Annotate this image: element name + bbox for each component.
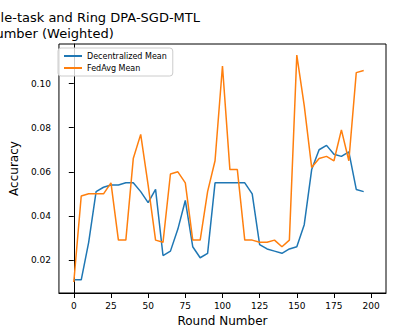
svg-text:Accuracy for FedAvg Single-tas: Accuracy for FedAvg Single-task and Ring… xyxy=(0,10,201,25)
svg-text:vs Round Number (Weighted): vs Round Number (Weighted) xyxy=(0,26,114,41)
svg-text:0.10: 0.10 xyxy=(31,79,51,89)
svg-text:75: 75 xyxy=(180,301,191,311)
svg-text:150: 150 xyxy=(288,301,305,311)
svg-text:125: 125 xyxy=(251,301,268,311)
svg-text:200: 200 xyxy=(363,301,380,311)
svg-text:0.06: 0.06 xyxy=(31,167,51,177)
svg-text:FedAvg Mean: FedAvg Mean xyxy=(87,64,140,73)
svg-text:Accuracy: Accuracy xyxy=(7,141,21,196)
svg-text:100: 100 xyxy=(214,301,231,311)
svg-text:0.08: 0.08 xyxy=(31,123,51,133)
svg-text:0.04: 0.04 xyxy=(31,211,51,221)
svg-text:175: 175 xyxy=(325,301,342,311)
svg-text:Decentralized Mean: Decentralized Mean xyxy=(87,52,167,61)
svg-text:0: 0 xyxy=(71,301,77,311)
svg-text:0.02: 0.02 xyxy=(31,255,51,265)
svg-text:50: 50 xyxy=(142,301,154,311)
svg-text:Round Number: Round Number xyxy=(177,314,267,328)
svg-text:25: 25 xyxy=(105,301,116,311)
